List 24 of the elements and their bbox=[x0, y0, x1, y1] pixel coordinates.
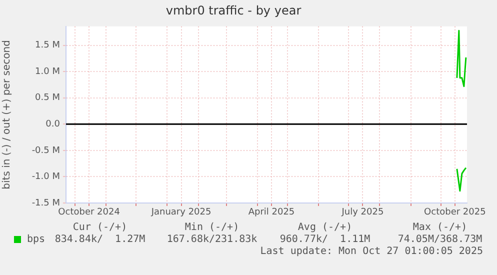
text: 167.68k/231.83k bbox=[166, 234, 258, 245]
y-axis-title: bits in (-) / out (+) per second bbox=[2, 40, 13, 190]
text: Last update: Mon Oct 27 01:00:05 2025 bbox=[260, 246, 483, 257]
x-tick-label: January 2025 bbox=[150, 208, 212, 218]
x-tick-label: October 2024 bbox=[58, 208, 120, 218]
y-tick-label: 1.0 M bbox=[35, 66, 60, 77]
chart-title: vmbr0 traffic - by year bbox=[166, 3, 302, 18]
text: 834.84k/ 1.27M bbox=[54, 234, 146, 245]
x-tick-label: July 2025 bbox=[340, 208, 384, 218]
text: 960.77k/ 1.11M bbox=[280, 234, 370, 245]
text: Max (-/+) bbox=[412, 222, 468, 233]
y-tick-label: -1.0 M bbox=[32, 172, 60, 182]
y-tick-label: 1.5 M bbox=[35, 40, 60, 51]
y-tick-label: 0.5 M bbox=[35, 93, 60, 104]
y-tick-label: 0.0 bbox=[46, 120, 60, 130]
text: Avg (-/+) bbox=[298, 222, 352, 233]
text: 74.05M/368.73M bbox=[398, 234, 482, 245]
legend-label: bps bbox=[26, 234, 46, 245]
x-tick-label: October 2025 bbox=[424, 208, 486, 218]
y-tick-label: -1.5 M bbox=[32, 198, 60, 208]
y-tick-label: -0.5 M bbox=[32, 146, 60, 156]
x-tick-label: April 2025 bbox=[248, 208, 295, 218]
text: Min (-/+) bbox=[184, 222, 240, 233]
text: Cur (-/+) bbox=[72, 222, 128, 233]
